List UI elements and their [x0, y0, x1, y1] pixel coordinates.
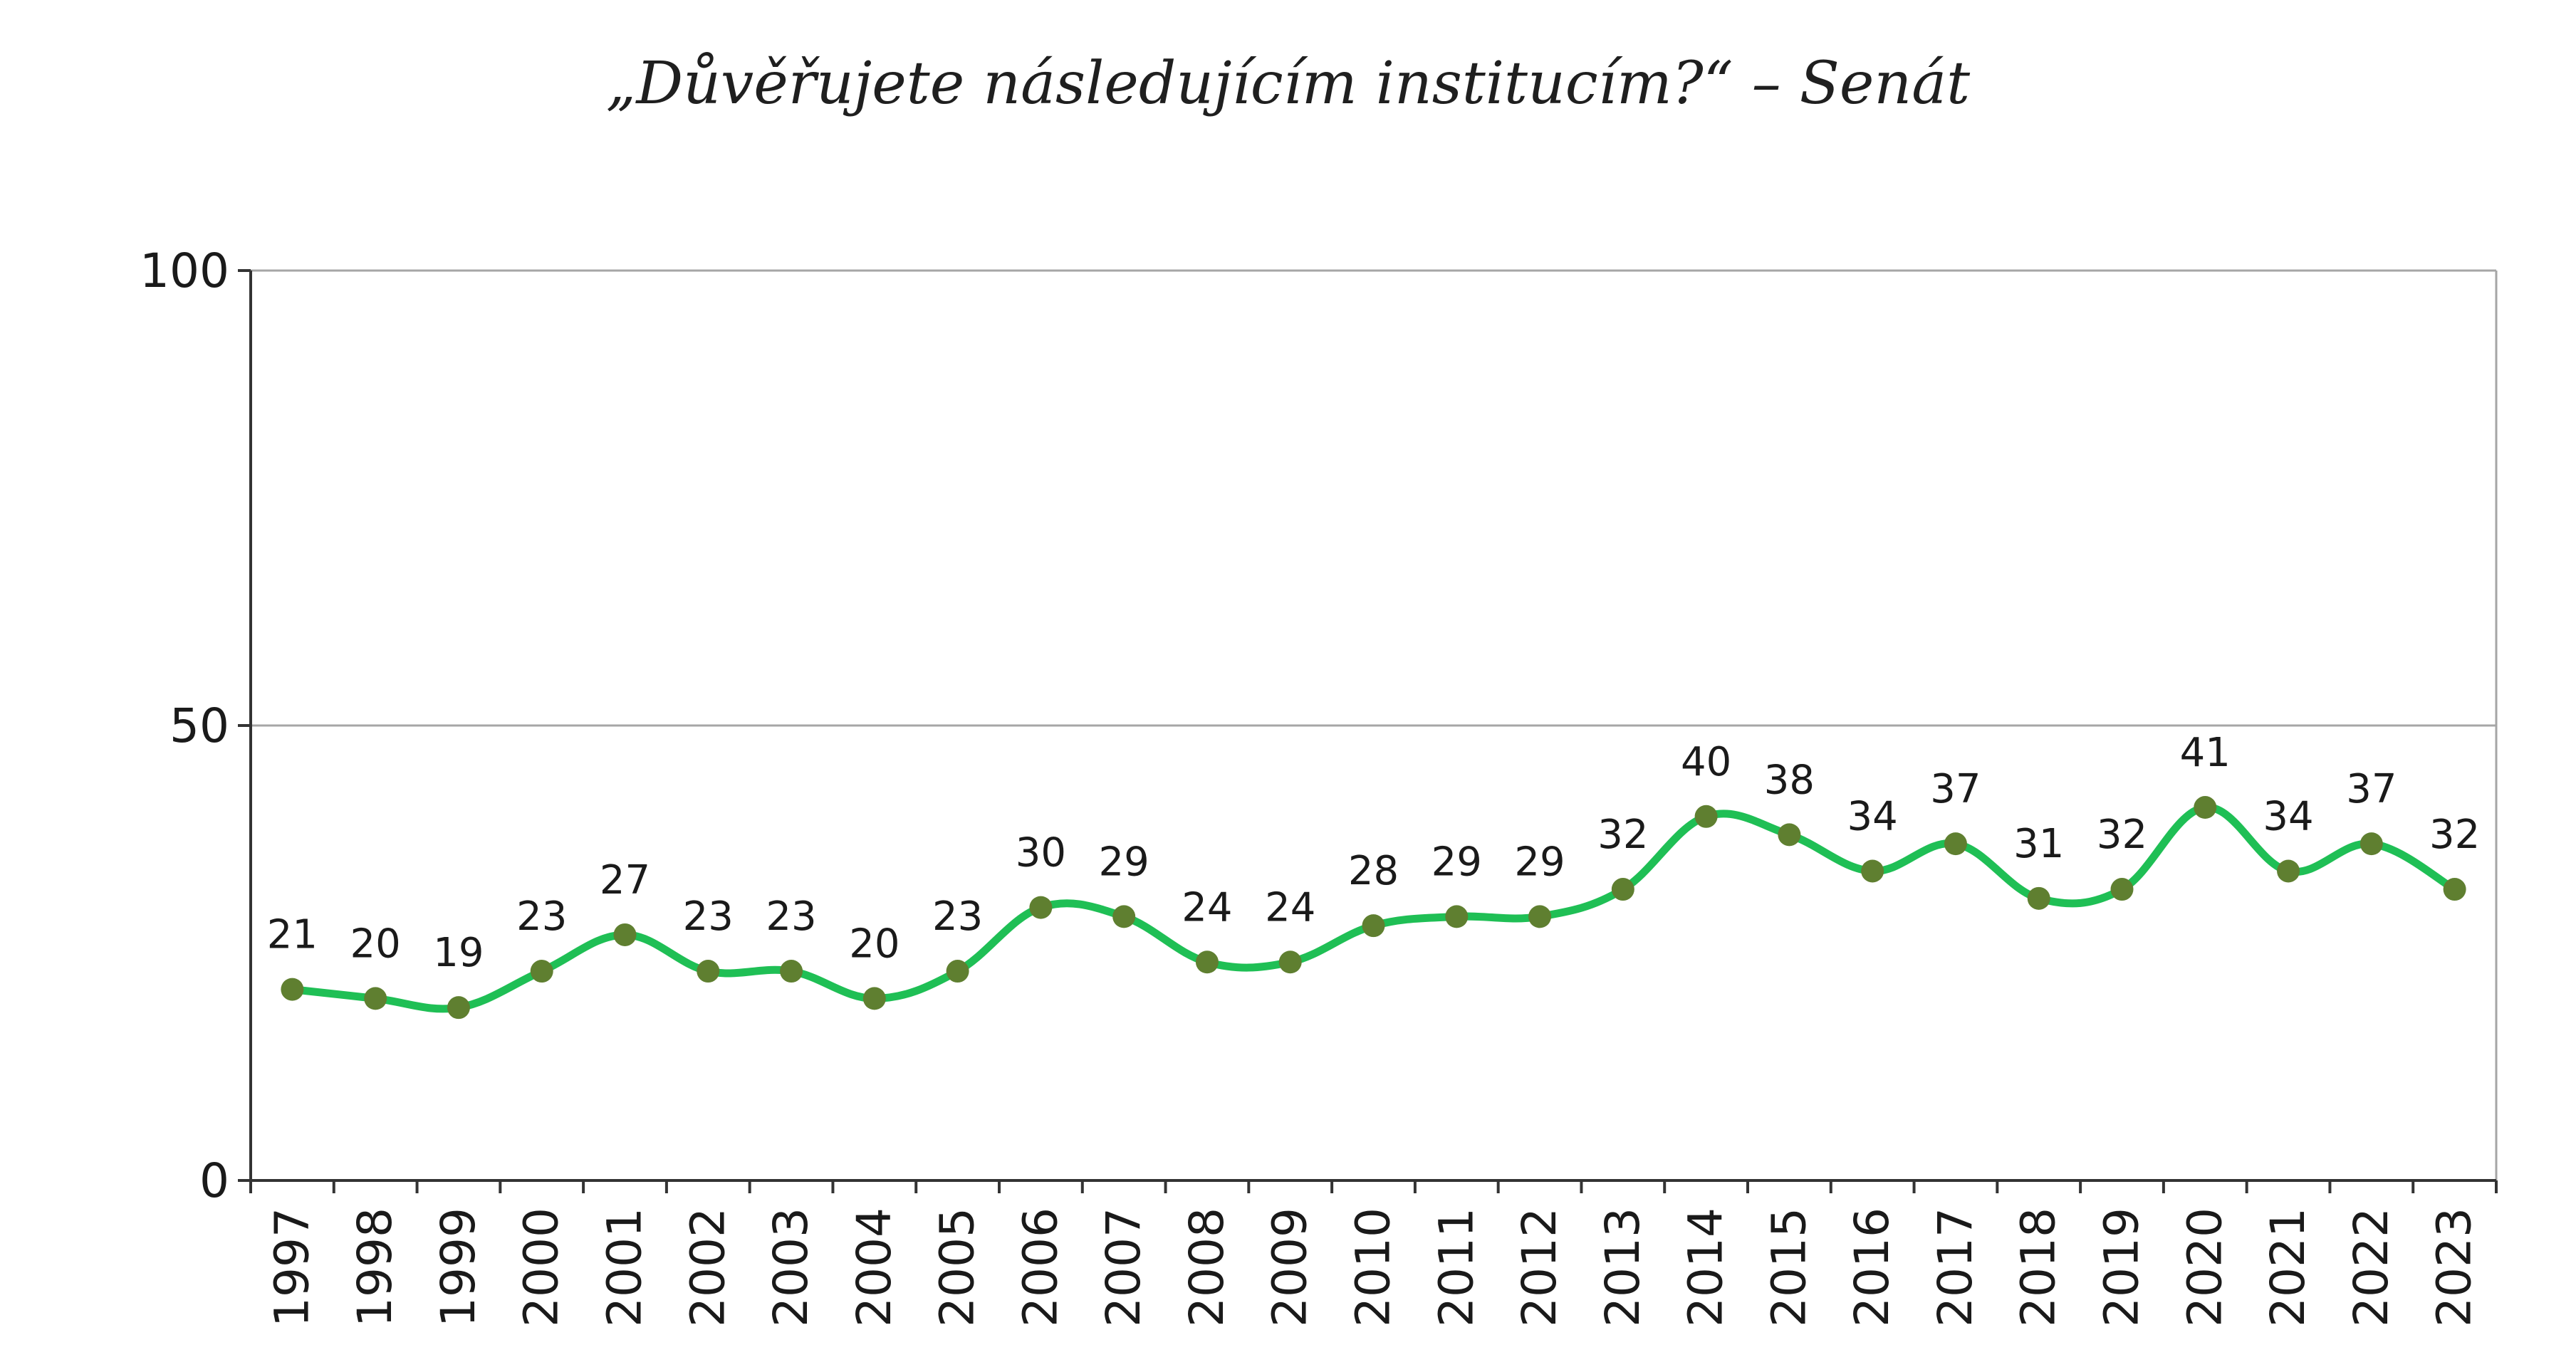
series-layer	[281, 796, 2466, 1020]
data-point	[447, 996, 470, 1020]
x-tick-label: 2008	[1179, 1208, 1234, 1327]
x-tick-label: 1997	[264, 1208, 319, 1327]
x-tick-label: 2006	[1013, 1208, 1068, 1327]
x-tick-label: 2018	[2011, 1208, 2066, 1327]
axis-layer: 0 50 100 1997 1998 1999 2000 2001 2002 2003 2004 20…	[140, 243, 2498, 1327]
data-point	[946, 960, 969, 983]
data-point	[281, 978, 304, 1001]
x-tick-label: 2007	[1096, 1208, 1151, 1327]
grid-layer	[251, 269, 2498, 1180]
x-tick-label: 2019	[2095, 1208, 2149, 1327]
y-tick-label: 0	[199, 1153, 229, 1208]
x-tick-label: 2023	[2427, 1208, 2482, 1327]
data-label: 34	[1847, 793, 1898, 839]
chart-title: „Důvěřujete následujícím institucím?“ – …	[605, 50, 1971, 117]
x-tick-label: 1999	[431, 1208, 486, 1327]
data-label: 20	[849, 921, 899, 967]
data-label: 37	[1930, 766, 1981, 812]
x-tick-label: 2016	[1845, 1208, 1899, 1327]
x-tick-label: 2017	[1928, 1208, 1983, 1327]
x-tick-label: 2013	[1595, 1208, 1650, 1327]
data-label: 40	[1681, 739, 1731, 785]
y-tick-label: 100	[140, 243, 229, 298]
data-point	[1278, 950, 1302, 974]
data-label: 23	[683, 894, 734, 940]
data-point	[1445, 905, 1469, 928]
data-point	[2277, 859, 2300, 883]
data-label: 20	[350, 921, 401, 967]
x-tick-label: 2001	[598, 1208, 652, 1327]
data-label: 34	[2263, 793, 2313, 839]
label-layer: 21 20 19 23 27 23 23 20 23 30 29 24 24 28 29 29 32 40 38 34…	[267, 730, 2480, 976]
data-point	[613, 923, 637, 946]
data-point	[1195, 950, 1219, 974]
data-label: 38	[1764, 757, 1815, 803]
data-label: 29	[1514, 839, 1565, 885]
data-point	[2359, 832, 2383, 856]
data-label: 23	[766, 894, 816, 940]
x-tick-label: 2011	[1429, 1208, 1483, 1327]
data-point	[2027, 886, 2050, 910]
x-tick-label: 2020	[2177, 1208, 2232, 1327]
data-label: 27	[600, 857, 650, 904]
data-point	[2443, 878, 2466, 901]
data-label: 31	[2013, 821, 2064, 867]
data-label: 29	[1432, 839, 1482, 885]
data-point	[780, 960, 803, 983]
data-label: 21	[267, 912, 318, 958]
data-label: 23	[516, 894, 567, 940]
x-tick-label: 2010	[1346, 1208, 1401, 1327]
x-tick-label: 2002	[680, 1208, 735, 1327]
data-label: 32	[1597, 812, 1648, 858]
x-tick-label: 2014	[1679, 1208, 1733, 1327]
data-point	[1528, 905, 1552, 928]
data-label: 24	[1182, 884, 1232, 931]
x-tick-label: 2021	[2260, 1208, 2315, 1327]
x-tick-label: 2000	[514, 1208, 569, 1327]
data-point	[697, 960, 720, 983]
x-tick-label: 2022	[2344, 1208, 2399, 1327]
data-point	[1611, 878, 1634, 901]
data-point	[1861, 859, 1884, 883]
data-point	[1694, 805, 1718, 828]
data-label: 19	[433, 930, 484, 976]
data-point	[1112, 905, 1136, 928]
x-tick-label: 2015	[1761, 1208, 1816, 1327]
data-label: 32	[2097, 812, 2147, 858]
data-label: 29	[1099, 839, 1149, 885]
data-point	[1944, 832, 1967, 856]
data-label: 32	[2429, 812, 2480, 858]
x-tick-label: 2004	[847, 1208, 902, 1327]
data-label: 23	[932, 894, 983, 940]
data-point	[2110, 878, 2134, 901]
data-label: 24	[1265, 884, 1315, 931]
x-tick-label: 2009	[1263, 1208, 1318, 1327]
x-tick-label: 2003	[763, 1208, 818, 1327]
data-point	[364, 987, 387, 1010]
data-point	[2194, 796, 2217, 819]
data-label: 37	[2346, 766, 2397, 812]
x-tick-label: 2012	[1512, 1208, 1567, 1327]
data-point	[1029, 896, 1053, 919]
x-tick-label: 1998	[348, 1208, 402, 1327]
data-point	[862, 987, 886, 1010]
data-label: 28	[1348, 848, 1399, 894]
data-label: 30	[1016, 830, 1066, 876]
data-point	[1362, 914, 1385, 938]
data-label: 41	[2180, 730, 2231, 776]
x-tick-label: 2005	[930, 1208, 985, 1327]
data-point	[530, 960, 553, 983]
y-tick-label: 50	[170, 698, 229, 753]
data-point	[1778, 823, 1801, 847]
